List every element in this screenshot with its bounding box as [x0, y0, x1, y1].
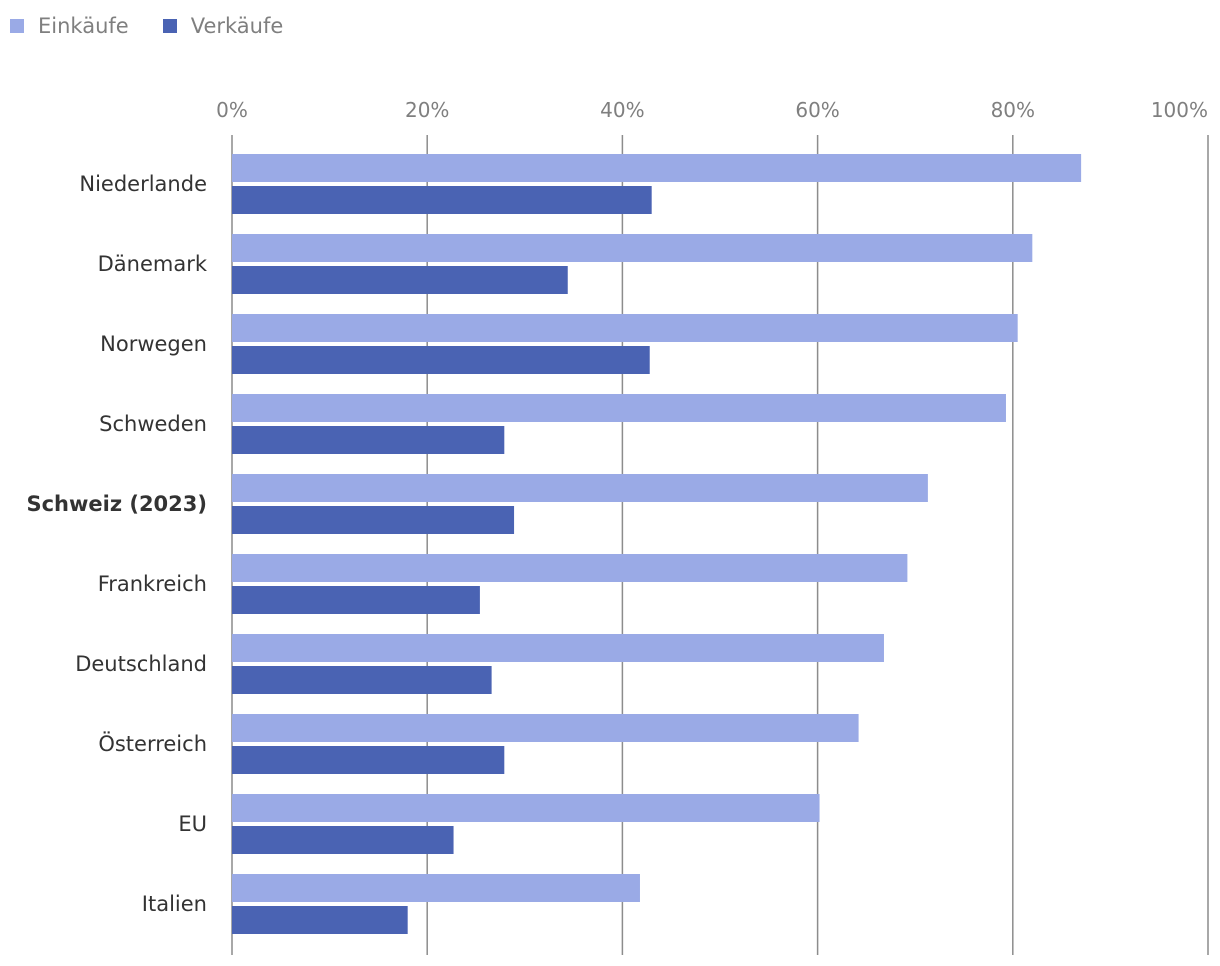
x-tick-label: 60%	[795, 98, 839, 122]
bar-einkaeufe	[232, 794, 820, 822]
legend-swatch-einkaeufe	[10, 19, 24, 33]
bar-einkaeufe	[232, 394, 1006, 422]
bar-verkaeufe	[232, 266, 568, 294]
category-label: Niederlande	[79, 172, 207, 196]
category-label: EU	[178, 812, 207, 836]
x-tick-label: 20%	[405, 98, 449, 122]
legend-item-verkaeufe: Verkäufe	[162, 14, 284, 38]
category-label: Dänemark	[98, 252, 208, 276]
chart-legend: Einkäufe Verkäufe	[10, 10, 317, 42]
bar-verkaeufe	[232, 506, 515, 534]
x-axis-ticks: 0% 20% 40% 60% 80% 100%	[216, 98, 1208, 122]
category-label: Deutschland	[75, 652, 207, 676]
x-tick-label: 100%	[1151, 98, 1208, 122]
bar-einkaeufe	[232, 154, 1082, 182]
bar-einkaeufe	[232, 474, 928, 502]
bar-einkaeufe	[232, 554, 908, 582]
legend-swatch-verkaeufe	[162, 19, 177, 33]
bar-einkaeufe	[232, 234, 1033, 262]
bar-verkaeufe	[232, 186, 652, 214]
category-labels: Niederlande Dänemark Norwegen Schweden Schwe…	[26, 172, 207, 916]
category-label: Schweiz (2023)	[26, 492, 207, 516]
bar-einkaeufe	[232, 874, 640, 902]
category-label: Schweden	[99, 412, 207, 436]
bar-einkaeufe	[232, 314, 1018, 342]
bar-einkaeufe	[232, 714, 859, 742]
category-label: Frankreich	[98, 572, 207, 596]
bar-verkaeufe	[232, 586, 480, 614]
legend-label-verkaeufe: Verkäufe	[190, 14, 284, 38]
category-label: Italien	[142, 892, 207, 916]
legend-label-einkaeufe: Einkäufe	[38, 14, 129, 38]
bar-verkaeufe	[232, 346, 650, 374]
bar-verkaeufe	[232, 906, 408, 934]
bar-einkaeufe	[232, 634, 884, 662]
bar-verkaeufe	[232, 426, 505, 454]
category-label: Österreich	[98, 731, 207, 756]
x-tick-label: 0%	[216, 98, 248, 122]
bar-verkaeufe	[232, 826, 454, 854]
category-label: Norwegen	[100, 332, 207, 356]
bar-verkaeufe	[232, 746, 505, 774]
x-tick-label: 80%	[991, 98, 1035, 122]
bar-verkaeufe	[232, 666, 492, 694]
bars	[232, 154, 1082, 934]
legend-item-einkaeufe: Einkäufe	[10, 14, 129, 38]
x-tick-label: 40%	[600, 98, 644, 122]
